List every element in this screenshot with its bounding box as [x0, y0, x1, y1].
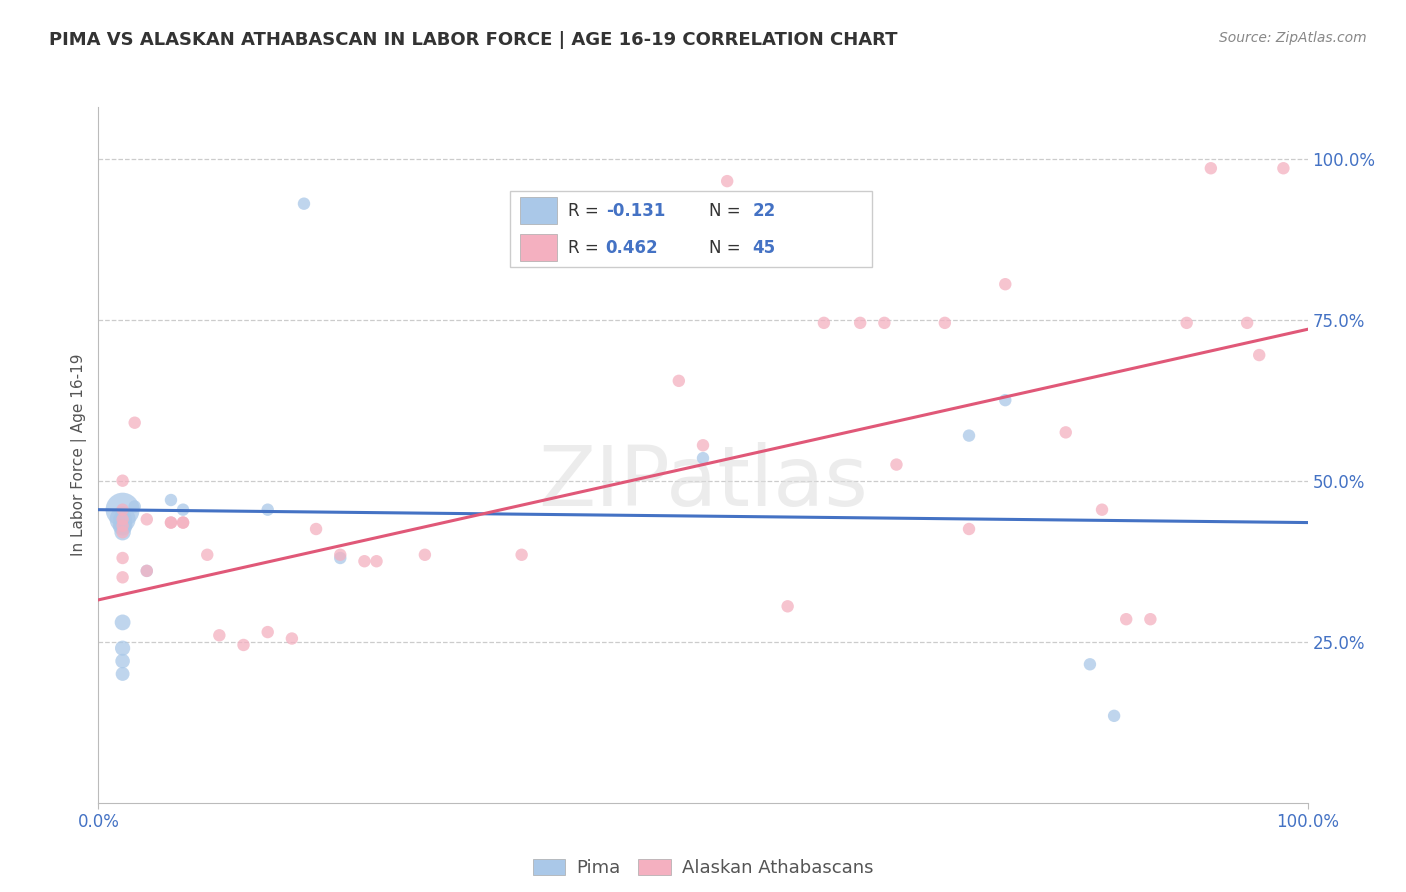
Point: [716, 174, 738, 188]
Point: [957, 522, 980, 536]
Point: [849, 316, 872, 330]
Point: [1115, 612, 1137, 626]
Point: [111, 551, 134, 566]
Point: [994, 277, 1017, 292]
Point: [353, 554, 375, 568]
Point: [135, 512, 157, 526]
Point: [957, 428, 980, 442]
Point: [934, 316, 956, 330]
Point: [281, 632, 304, 646]
Point: [1078, 657, 1101, 672]
Text: N =: N =: [709, 239, 747, 257]
Point: [1272, 161, 1295, 176]
Point: [1236, 316, 1258, 330]
Point: [366, 554, 388, 568]
Point: [256, 502, 278, 516]
Point: [111, 518, 134, 533]
Point: [135, 564, 157, 578]
Point: [1199, 161, 1222, 176]
Point: [692, 451, 714, 466]
Point: [111, 518, 134, 533]
Point: [668, 374, 690, 388]
Point: [873, 316, 896, 330]
Text: Source: ZipAtlas.com: Source: ZipAtlas.com: [1219, 31, 1367, 45]
Point: [111, 525, 134, 540]
Point: [111, 502, 134, 516]
Point: [256, 625, 278, 640]
Point: [111, 518, 134, 533]
Text: PIMA VS ALASKAN ATHABASCAN IN LABOR FORCE | AGE 16-19 CORRELATION CHART: PIMA VS ALASKAN ATHABASCAN IN LABOR FORC…: [49, 31, 897, 49]
Point: [776, 599, 799, 614]
Point: [1091, 502, 1114, 516]
Point: [292, 196, 315, 211]
Point: [510, 548, 533, 562]
Point: [1249, 348, 1271, 362]
Point: [232, 638, 254, 652]
Point: [172, 516, 194, 530]
Point: [195, 548, 218, 562]
Point: [413, 548, 436, 562]
Text: R =: R =: [568, 239, 603, 257]
Point: [208, 628, 231, 642]
Point: [111, 525, 134, 540]
Point: [886, 458, 908, 472]
Point: [124, 500, 146, 514]
Point: [994, 393, 1017, 408]
Point: [305, 522, 328, 536]
Point: [111, 474, 134, 488]
Point: [111, 512, 134, 526]
Point: [329, 548, 352, 562]
Point: [1054, 425, 1077, 440]
Point: [111, 502, 134, 516]
Point: [124, 416, 146, 430]
Point: [172, 516, 194, 530]
Point: [1175, 316, 1198, 330]
Point: [692, 438, 714, 452]
Point: [111, 512, 134, 526]
Point: [813, 316, 835, 330]
Text: ZIPatlas: ZIPatlas: [538, 442, 868, 524]
Text: 0.462: 0.462: [606, 239, 658, 257]
FancyBboxPatch shape: [509, 191, 872, 267]
Point: [160, 516, 183, 530]
Point: [1102, 708, 1125, 723]
Point: [1139, 612, 1161, 626]
Y-axis label: In Labor Force | Age 16-19: In Labor Force | Age 16-19: [72, 353, 87, 557]
FancyBboxPatch shape: [520, 235, 557, 261]
Legend: Pima, Alaskan Athabascans: Pima, Alaskan Athabascans: [526, 852, 880, 884]
Point: [329, 551, 352, 566]
Text: N =: N =: [709, 202, 747, 220]
Text: -0.131: -0.131: [606, 202, 665, 220]
Point: [135, 564, 157, 578]
Text: R =: R =: [568, 202, 603, 220]
Point: [111, 654, 134, 668]
Point: [160, 493, 183, 508]
Point: [111, 615, 134, 630]
Point: [111, 512, 134, 526]
Text: 22: 22: [752, 202, 776, 220]
Point: [111, 667, 134, 681]
Point: [111, 641, 134, 656]
Text: 45: 45: [752, 239, 776, 257]
Point: [160, 516, 183, 530]
Point: [111, 570, 134, 584]
FancyBboxPatch shape: [520, 197, 557, 224]
Point: [172, 502, 194, 516]
